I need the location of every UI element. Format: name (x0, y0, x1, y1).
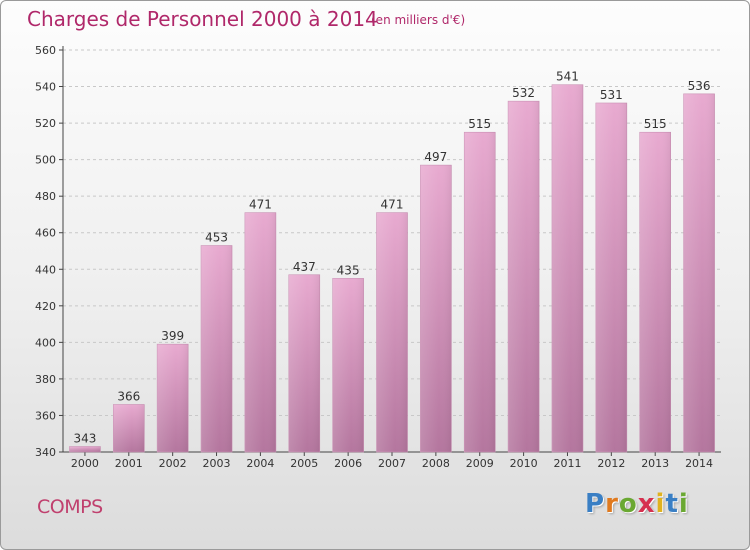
value-label-2013: 515 (644, 117, 667, 131)
logo-letter: x (637, 489, 656, 519)
x-tick-label-2003: 2003 (203, 457, 231, 470)
value-label-2003: 453 (205, 231, 228, 245)
y-tick-label: 540 (35, 81, 56, 94)
bar-shade-2013 (639, 132, 671, 452)
x-tick-label-2004: 2004 (246, 457, 274, 470)
y-tick-label: 460 (35, 227, 56, 240)
bar-shade-2005 (288, 274, 320, 452)
x-tick-label-2012: 2012 (597, 457, 625, 470)
commune-name: COMPS (37, 496, 103, 518)
x-tick-label-2010: 2010 (510, 457, 538, 470)
x-tick-label-2014: 2014 (685, 457, 713, 470)
x-tick-label-2000: 2000 (71, 457, 99, 470)
logo-letter: r (605, 489, 619, 519)
value-label-2001: 366 (117, 389, 140, 403)
logo-letter: i (678, 489, 689, 519)
y-tick-label: 380 (35, 373, 56, 386)
y-tick-label: 340 (35, 446, 56, 459)
value-label-2004: 471 (249, 198, 272, 212)
y-tick-label: 400 (35, 336, 56, 349)
value-label-2007: 471 (381, 198, 404, 212)
y-tick-label: 440 (35, 263, 56, 276)
bar-shade-2001 (113, 404, 145, 452)
logo-letter: P (585, 489, 606, 519)
proxiti-logo: Proxiti (585, 489, 689, 519)
bar-shade-2002 (157, 344, 189, 452)
value-label-2009: 515 (468, 117, 491, 131)
bar-shade-2008 (420, 165, 452, 453)
x-tick-label-2002: 2002 (159, 457, 187, 470)
value-label-2011: 541 (556, 70, 579, 84)
x-tick-label-2001: 2001 (115, 457, 143, 470)
chart-unit-note: (en milliers d'€) (371, 13, 466, 27)
logo-letter: o (618, 489, 638, 519)
x-tick-label-2007: 2007 (378, 457, 406, 470)
logo-letter: i (655, 489, 666, 519)
value-label-2010: 532 (512, 86, 535, 100)
bar-shade-2011 (551, 84, 583, 452)
value-label-2002: 399 (161, 329, 184, 343)
y-tick-label: 520 (35, 117, 56, 130)
bar-shade-2006 (332, 278, 364, 452)
value-label-2012: 531 (600, 88, 623, 102)
value-label-2008: 497 (424, 150, 447, 164)
bar-shade-2003 (201, 245, 233, 452)
value-label-2000: 343 (73, 432, 96, 446)
bar-shade-2014 (683, 93, 715, 452)
bar-shade-2009 (464, 132, 496, 452)
value-label-2014: 536 (688, 79, 711, 93)
x-tick-label-2011: 2011 (553, 457, 581, 470)
y-tick-label: 480 (35, 190, 56, 203)
bar-shade-2012 (595, 102, 627, 452)
y-tick-label: 500 (35, 154, 56, 167)
x-tick-label-2009: 2009 (466, 457, 494, 470)
x-tick-label-2013: 2013 (641, 457, 669, 470)
bar-shade-2007 (376, 212, 408, 452)
bar-chart: 340 360 380 400 420 440 460 480 500 520 540 560 343… (35, 44, 721, 470)
y-tick-label: 560 (35, 44, 56, 57)
value-label-2005: 437 (293, 260, 316, 274)
chart-title: Charges de Personnel 2000 à 2014 (27, 7, 378, 31)
x-tick-label-2006: 2006 (334, 457, 362, 470)
bar-shade-2004 (244, 212, 276, 452)
x-tick-label-2005: 2005 (290, 457, 318, 470)
y-tick-label: 420 (35, 300, 56, 313)
x-tick-label-2008: 2008 (422, 457, 450, 470)
bar-shade-2010 (508, 101, 540, 452)
value-label-2006: 435 (337, 263, 360, 277)
logo-letter: t (665, 489, 679, 519)
y-tick-label: 360 (35, 409, 56, 422)
bar-shade-2000 (69, 446, 101, 452)
